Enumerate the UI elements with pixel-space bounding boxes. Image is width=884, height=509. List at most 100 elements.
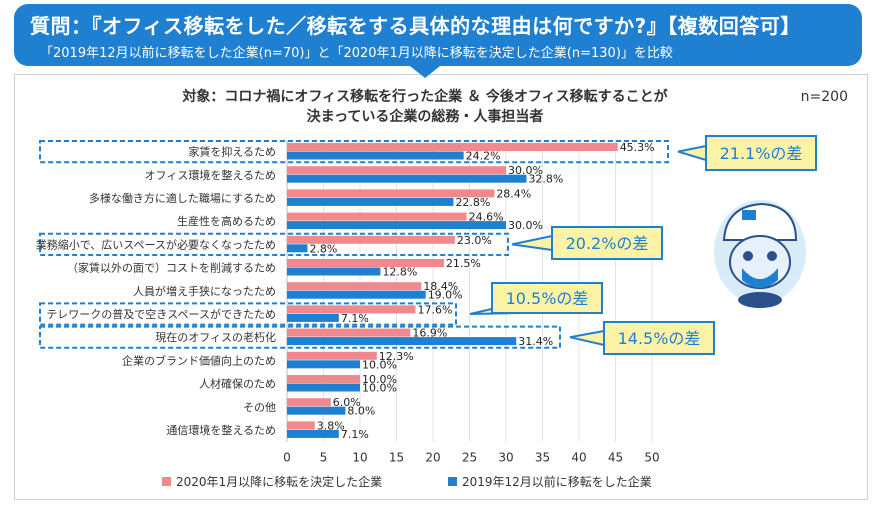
data-label: 18.4% [423,280,458,293]
data-label: 23.0% [457,234,492,247]
callout-text: 21.1%の差 [720,144,803,163]
bar-2019 [287,337,517,346]
difference-callouts: 21.1%の差 20.2%の差 10.5%の差 14.5%の差 [469,135,817,355]
bar-2019 [287,383,360,392]
x-tick-label: 40 [571,451,586,465]
category-label: 現在のオフィスの老朽化 [155,330,276,344]
highlight-boxes [39,140,669,349]
data-label: 32.8% [528,173,563,186]
callout-4: 20.2%の差 [511,226,663,260]
callout-0: 21.1%の差 [677,135,817,171]
category-label: 通信環境を整えるため [166,423,276,437]
callout-text: 20.2%の差 [566,234,649,253]
data-label: 7.1% [341,312,369,325]
data-label: 22.8% [455,196,490,209]
bar-2020 [287,351,377,360]
x-tick-label: 0 [283,451,291,465]
category-label: その他 [243,401,276,414]
x-tick-label: 50 [644,451,659,465]
data-label: 19.0% [428,289,463,302]
x-tick-label: 30 [498,451,513,465]
data-label: 45.3% [620,141,655,154]
legend-label-2019: 2019年12月以前に移転をした企業 [462,474,652,489]
callout-pointer [569,329,605,347]
bar-2019 [287,313,339,322]
x-tick-label: 20 [425,451,440,465]
bar-2019 [287,174,527,183]
data-label: 2.8% [309,242,337,255]
data-label: 7.1% [341,428,369,441]
question-text: 質問：『オフィス移転をした／移転をする具体的な理由は何ですか?』【複数回答可】 [30,14,801,38]
x-tick-label: 45 [608,451,623,465]
legend-swatch-2020 [162,477,171,486]
legend-swatch-2019 [448,477,457,486]
category-labels: 家賃を抑えるためオフィス環境を整えるため多様な働き方に適した職場にするため生産性… [36,145,276,437]
mascot-collar [738,292,782,308]
highlight-box [39,140,669,164]
bar-2019 [287,221,506,230]
data-label: 31.4% [518,335,553,348]
data-label: 10.0% [362,382,397,395]
callout-8: 14.5%の差 [569,321,715,355]
data-label: 17.6% [417,303,452,316]
data-label: 10.0% [362,373,397,386]
callout-box [603,321,715,355]
data-label: 16.9% [412,327,447,340]
callout-pointer [677,144,707,162]
bar-2020 [287,328,411,337]
category-label: テレワークの普及で空きスペースができたため [46,307,276,321]
callout-box [491,282,603,314]
bar-2019 [287,429,339,438]
bar-2020 [287,259,444,267]
x-tick-label: 35 [535,451,550,465]
bar-2020 [287,305,416,314]
highlight-box [39,325,561,349]
data-label: 30.0% [508,219,543,232]
bar-2019 [287,360,360,369]
legend-label-2020: 2020年1月以降に移転を決定した企業 [176,474,382,489]
chart-title-line2: 決まっている企業の総務・人事担当者 [307,108,544,125]
category-label: 人材確保のため [199,377,276,391]
category-label: 業務縮小で、広いスペースが必要なくなったため [36,237,276,251]
highlight-box [39,232,509,257]
callout-pointer [511,234,553,252]
x-tick-label: 5 [320,451,328,465]
mascot-mask [742,268,778,288]
x-ticks: 0 5 10 15 20 25 30 35 40 45 50 [283,451,659,465]
comparison-text: 「2019年12月以前に移転をした企業(n=70)」と「2020年1月以降に移転… [40,46,673,61]
bar-2019 [287,151,464,160]
mascot-cap-badge [742,210,756,220]
x-tick-label: 25 [462,451,477,465]
callout-text: 10.5%の差 [506,289,589,308]
category-label: （家賃以外の面で）コストを削減するため [67,261,276,275]
bar-2020 [287,375,360,383]
bar-2020 [287,166,506,175]
sample-size: n=200 [801,89,848,105]
legend: 2020年1月以降に移転を決定した企業 2019年12月以前に移転をした企業 [162,474,652,489]
bar-2019 [287,197,454,206]
bar-2019 [287,267,381,276]
category-label: 人員が増え手狭になったため [133,284,276,298]
category-label: 生産性を高めるため [177,214,276,228]
data-label: 24.2% [466,150,501,163]
x-tick-label: 15 [389,451,404,465]
bars: 45.3%24.2%30.0%32.8%28.4%22.8%24.6%30.0%… [287,141,655,441]
category-label: 企業のブランド価値向上のため [122,353,276,367]
data-label: 12.8% [382,266,417,279]
question-header: 質問：『オフィス移転をした／移転をする具体的な理由は何ですか?』【複数回答可】 … [14,4,862,66]
bar-2019 [287,406,346,415]
data-label: 21.5% [446,257,481,270]
mascot-left-eye [743,251,753,261]
callout-box [705,135,817,171]
data-label: 12.3% [379,350,414,363]
category-label: オフィス環境を整えるため [145,168,276,182]
chart-title-line1: 対象：コロナ禍にオフィス移転を行った企業 ＆ 今後オフィス移転することが [181,88,668,105]
bar-2020 [287,421,315,430]
highlight-box [39,302,457,326]
data-label: 24.6% [469,211,504,224]
bar-2020 [287,282,422,291]
category-label: 家賃を抑えるため [188,145,276,159]
callout-text: 14.5%の差 [618,329,701,348]
bar-2020 [287,398,331,407]
